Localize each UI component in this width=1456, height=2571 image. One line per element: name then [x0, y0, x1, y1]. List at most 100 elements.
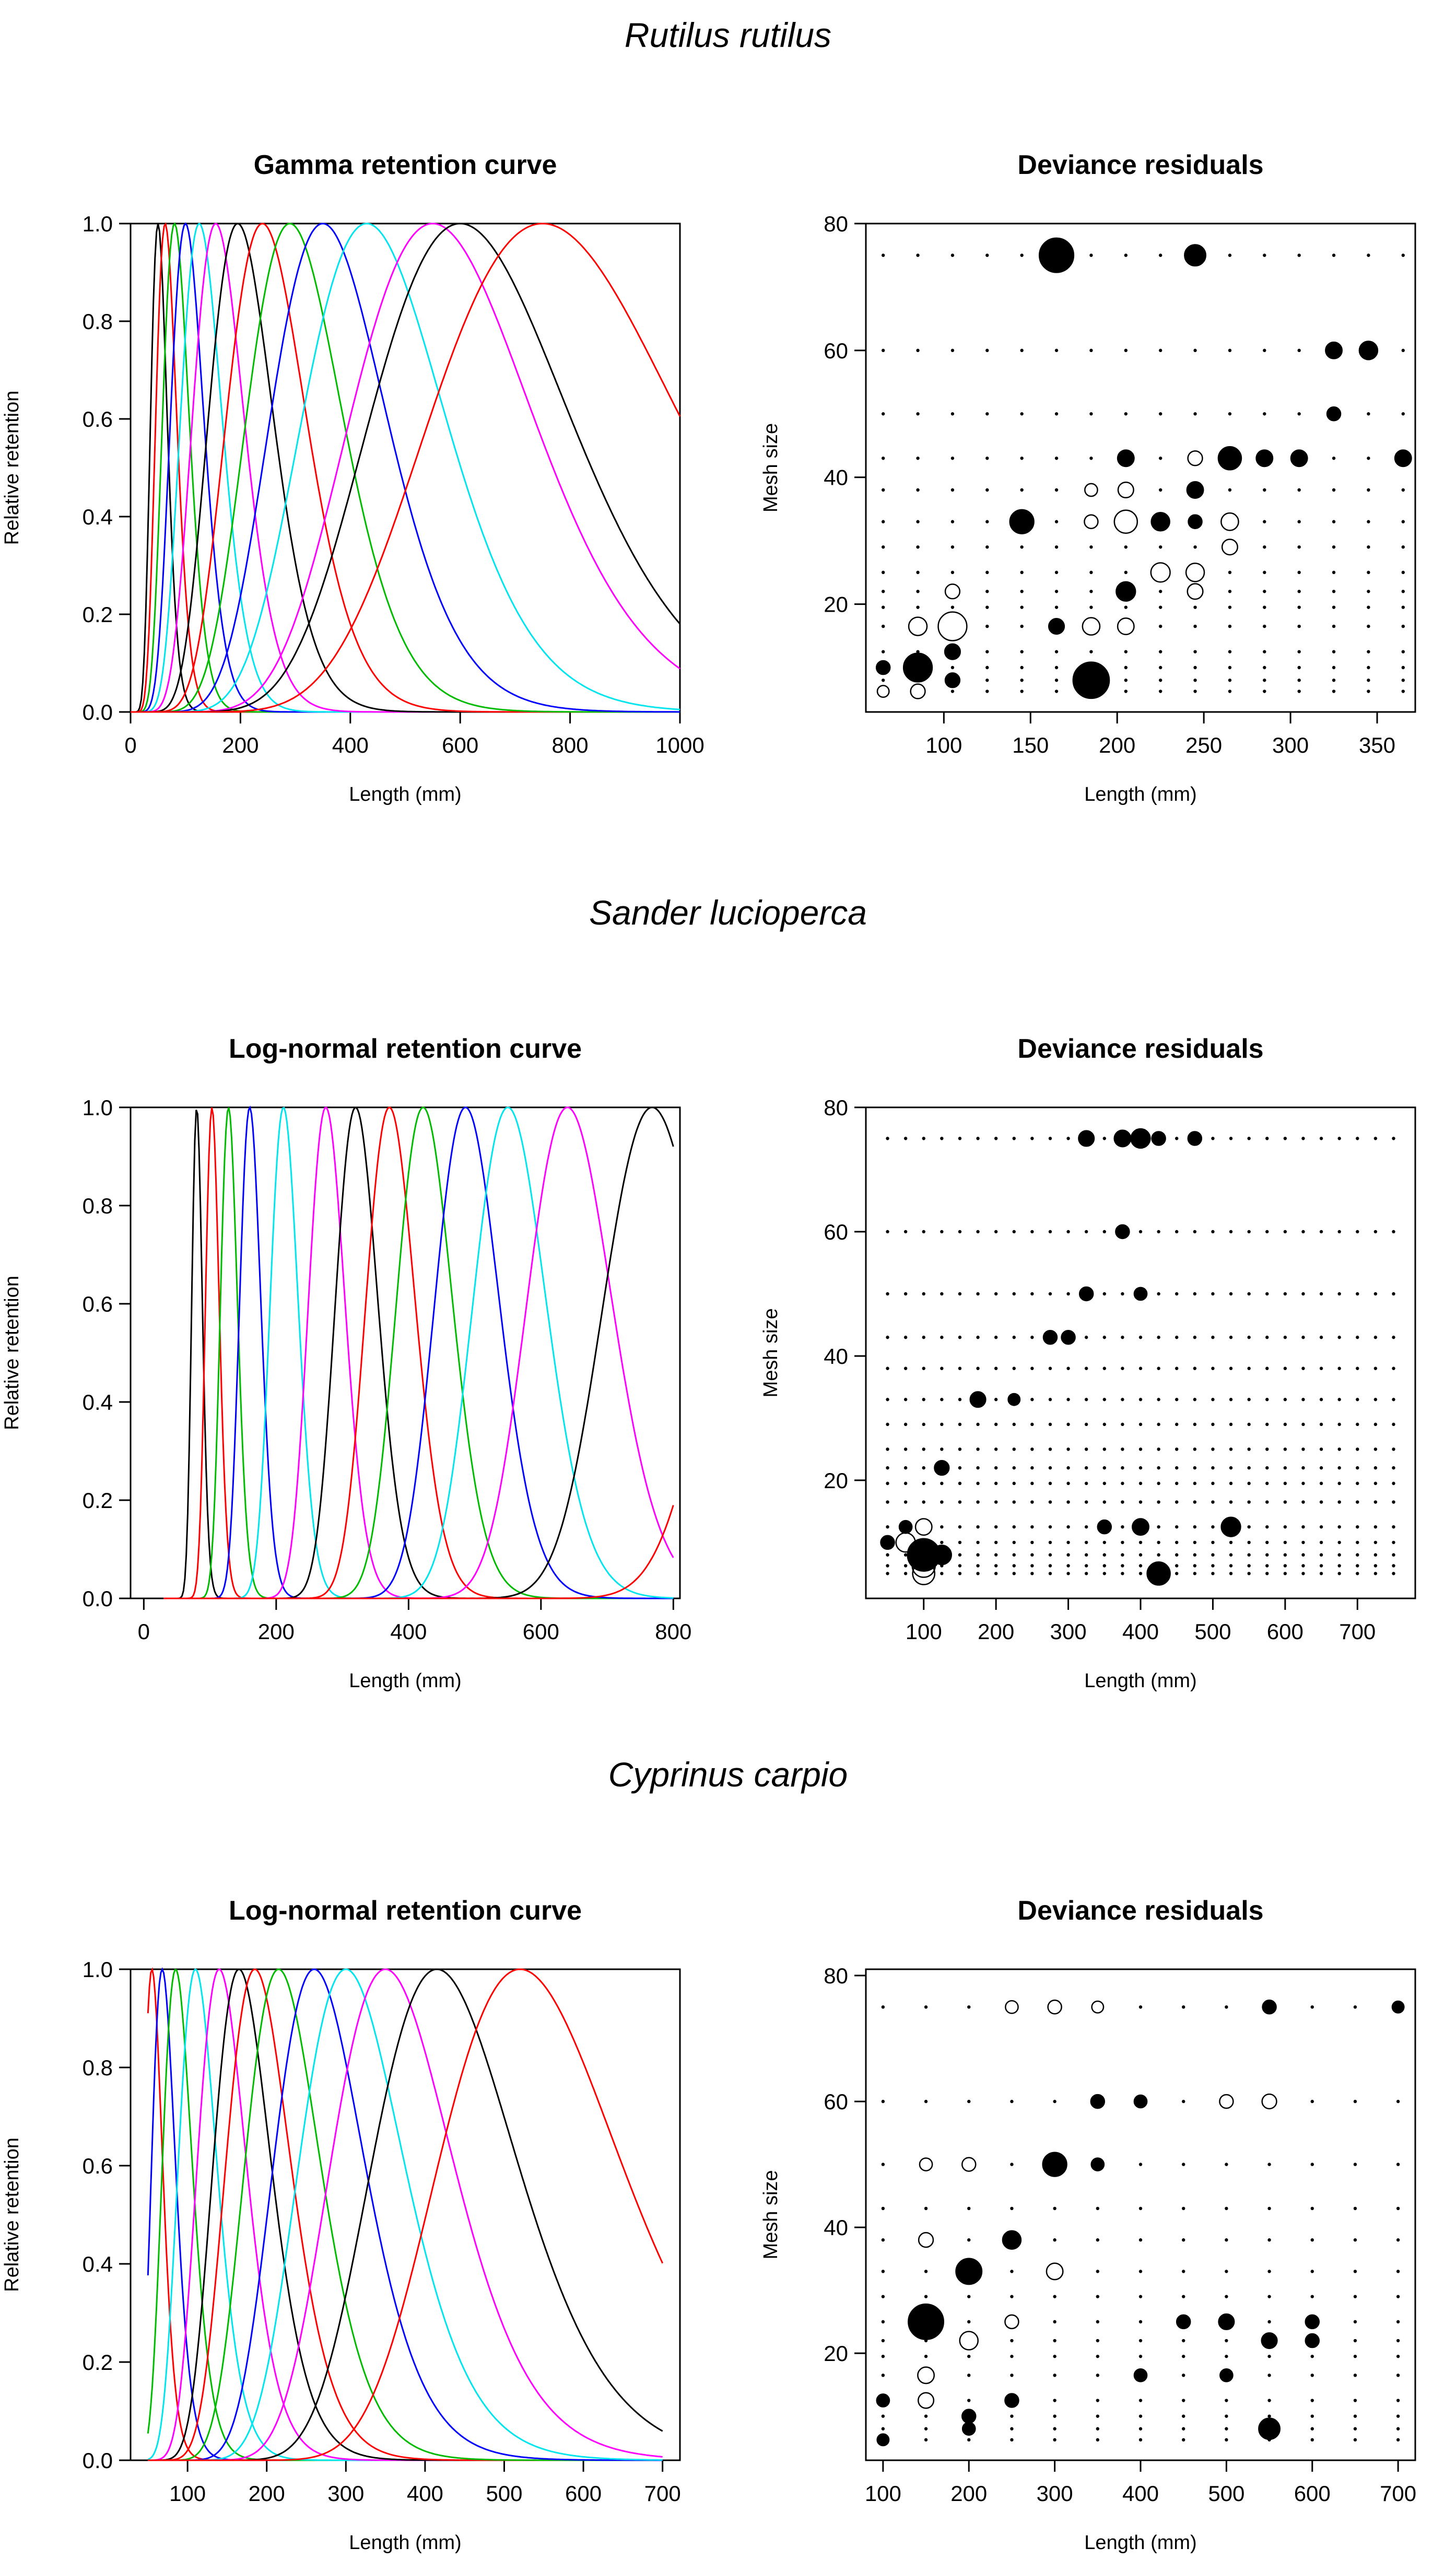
residual-point-negative: [919, 2157, 933, 2171]
residual-point-negative: [1187, 583, 1204, 600]
y-tick-label: 0.4: [83, 505, 113, 529]
residual-dot: [1053, 2438, 1056, 2442]
residual-dot: [903, 1572, 908, 1575]
y-tick-label: 0.4: [83, 1390, 113, 1415]
residual-dot: [886, 1572, 889, 1575]
residual-dot: [1401, 590, 1405, 593]
residual-dot: [1066, 1466, 1070, 1470]
x-tick-label: 400: [332, 733, 369, 757]
residual-dot: [1158, 457, 1163, 460]
residual-dot: [916, 412, 920, 416]
residual-dot: [1102, 1398, 1106, 1401]
residual-dot: [1319, 1500, 1323, 1504]
residual-dot: [1310, 2099, 1314, 2103]
residual-point-negative: [1219, 2094, 1234, 2109]
residual-dot: [1066, 1137, 1070, 1140]
residual-dot: [1310, 2238, 1314, 2242]
residual-dot: [950, 457, 955, 460]
residual-dot: [1012, 1422, 1016, 1427]
residual-dot: [1066, 1398, 1070, 1401]
residual-dot: [1265, 1553, 1269, 1557]
residual-dot: [1054, 590, 1059, 593]
residual-dot: [976, 1525, 980, 1529]
residual-point-negative: [1117, 481, 1134, 499]
residual-dot: [1096, 2206, 1100, 2211]
residual-dot: [1048, 1553, 1052, 1557]
residual-dot: [1367, 488, 1370, 492]
residual-point-negative: [910, 683, 926, 699]
residual-dot: [1102, 1540, 1106, 1545]
residual-dot: [1084, 1553, 1088, 1557]
residual-dot: [1229, 1572, 1233, 1575]
residual-dot: [1356, 1422, 1359, 1427]
residual-dot: [1401, 488, 1405, 492]
residual-point-positive: [1305, 2333, 1320, 2348]
residual-dot: [922, 1422, 925, 1427]
residual-dot: [1319, 1137, 1323, 1140]
residual-dot: [940, 1447, 944, 1451]
residual-dot: [1247, 1230, 1251, 1234]
residual-dot: [1396, 2339, 1400, 2343]
residual-dot: [1138, 2238, 1143, 2242]
residual-dot: [1247, 1572, 1251, 1575]
residual-dot: [1175, 1466, 1179, 1470]
residual-dot: [994, 1398, 998, 1401]
residual-dot: [916, 457, 920, 460]
residual-point-positive: [902, 652, 933, 683]
residual-dot: [1353, 2099, 1357, 2103]
y-tick-label: 40: [824, 465, 848, 490]
residual-dot: [958, 1540, 962, 1545]
residual-point-positive: [1261, 2332, 1278, 2350]
residual-dot: [886, 1336, 889, 1339]
residual-dot: [1020, 590, 1024, 593]
residual-dot: [881, 2427, 885, 2430]
residual-dot: [924, 2005, 928, 2009]
residual-dot: [1225, 2438, 1228, 2442]
residual-dot: [1247, 1292, 1251, 1296]
residual-dot: [1010, 2099, 1014, 2103]
residual-dot: [1053, 2374, 1056, 2377]
residual-dot: [1193, 679, 1197, 682]
residual-dot: [1181, 2399, 1185, 2402]
residual-dot: [1175, 1230, 1179, 1234]
residual-dot: [1030, 1230, 1034, 1234]
y-tick-label: 1.0: [83, 212, 113, 236]
x-tick-label: 700: [644, 2481, 681, 2506]
residual-dot: [1301, 1230, 1305, 1234]
residual-dot: [1211, 1422, 1215, 1427]
residual-dot: [1048, 1540, 1052, 1545]
residual-dot: [924, 2414, 928, 2418]
residual-dot: [916, 605, 920, 609]
residual-dot: [985, 457, 989, 460]
residual-dot: [1225, 2163, 1228, 2166]
residual-dot: [950, 605, 955, 609]
residual-dot: [1048, 1481, 1052, 1486]
retention-curve-mesh-60: [163, 1106, 674, 1599]
residual-dot: [1030, 1572, 1034, 1575]
residual-dot: [1373, 1466, 1378, 1470]
residual-dot: [1396, 2427, 1400, 2430]
residual-point-positive: [1133, 2368, 1148, 2382]
retention-curve-mesh-43: [148, 1968, 664, 2461]
residual-dot: [1158, 412, 1163, 416]
residual-dot: [1158, 624, 1163, 628]
residual-dot: [1373, 1422, 1378, 1427]
residual-dot: [1283, 1500, 1287, 1504]
residual-dot: [1157, 1366, 1160, 1370]
residual-dot: [1265, 1336, 1269, 1339]
residual-dot: [1102, 1500, 1106, 1504]
residual-dot: [1353, 2163, 1357, 2166]
residual-dot: [903, 1398, 908, 1401]
y-tick-label: 20: [824, 1468, 848, 1493]
residual-dot: [1089, 545, 1093, 549]
residual-point-positive: [1072, 661, 1110, 699]
residual-point-positive: [1090, 2094, 1106, 2109]
residual-dot: [958, 1230, 962, 1234]
residual-dot: [1283, 1564, 1287, 1568]
x-tick-label: 200: [249, 2481, 285, 2506]
residual-dot: [1267, 2399, 1271, 2402]
residual-dot: [1030, 1466, 1034, 1470]
residual-dot: [1053, 2399, 1056, 2402]
residual-dot: [1048, 1292, 1052, 1296]
residual-dot: [940, 1500, 944, 1504]
